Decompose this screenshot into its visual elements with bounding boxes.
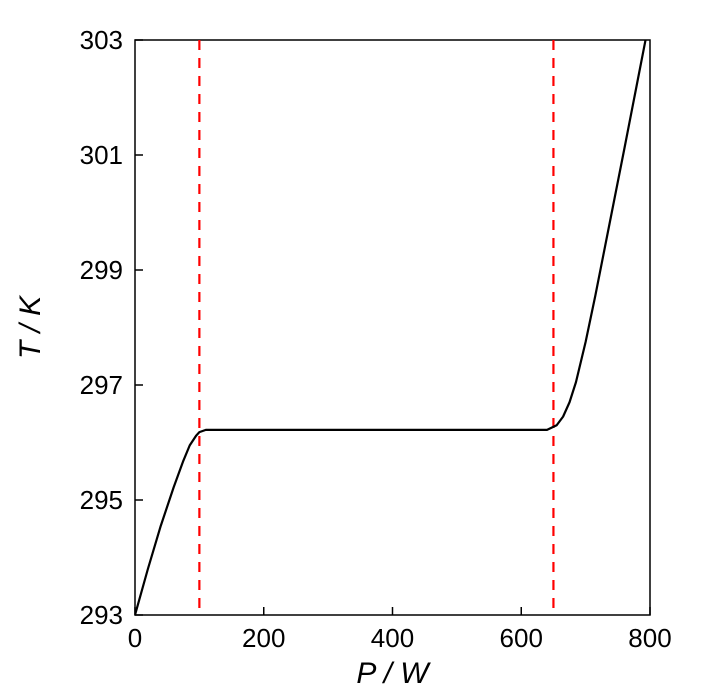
x-axis-label: P / W (356, 657, 431, 687)
y-tick-label: 297 (80, 370, 123, 400)
y-tick-label: 303 (80, 25, 123, 55)
y-tick-label: 295 (80, 485, 123, 515)
y-tick-label: 293 (80, 600, 123, 630)
chart: 0 200 400 600 800 293 295 297 299 301 303 P / W T / … (0, 0, 713, 687)
y-tick-label: 301 (80, 140, 123, 170)
x-tick-label: 800 (628, 623, 671, 653)
y-axis-label: T / K (14, 294, 47, 359)
x-tick-label: 0 (128, 623, 142, 653)
x-tick-label: 400 (371, 623, 414, 653)
y-tick-label: 299 (80, 255, 123, 285)
x-tick-label: 200 (242, 623, 285, 653)
x-tick-label: 600 (500, 623, 543, 653)
chart-bg (0, 0, 713, 687)
